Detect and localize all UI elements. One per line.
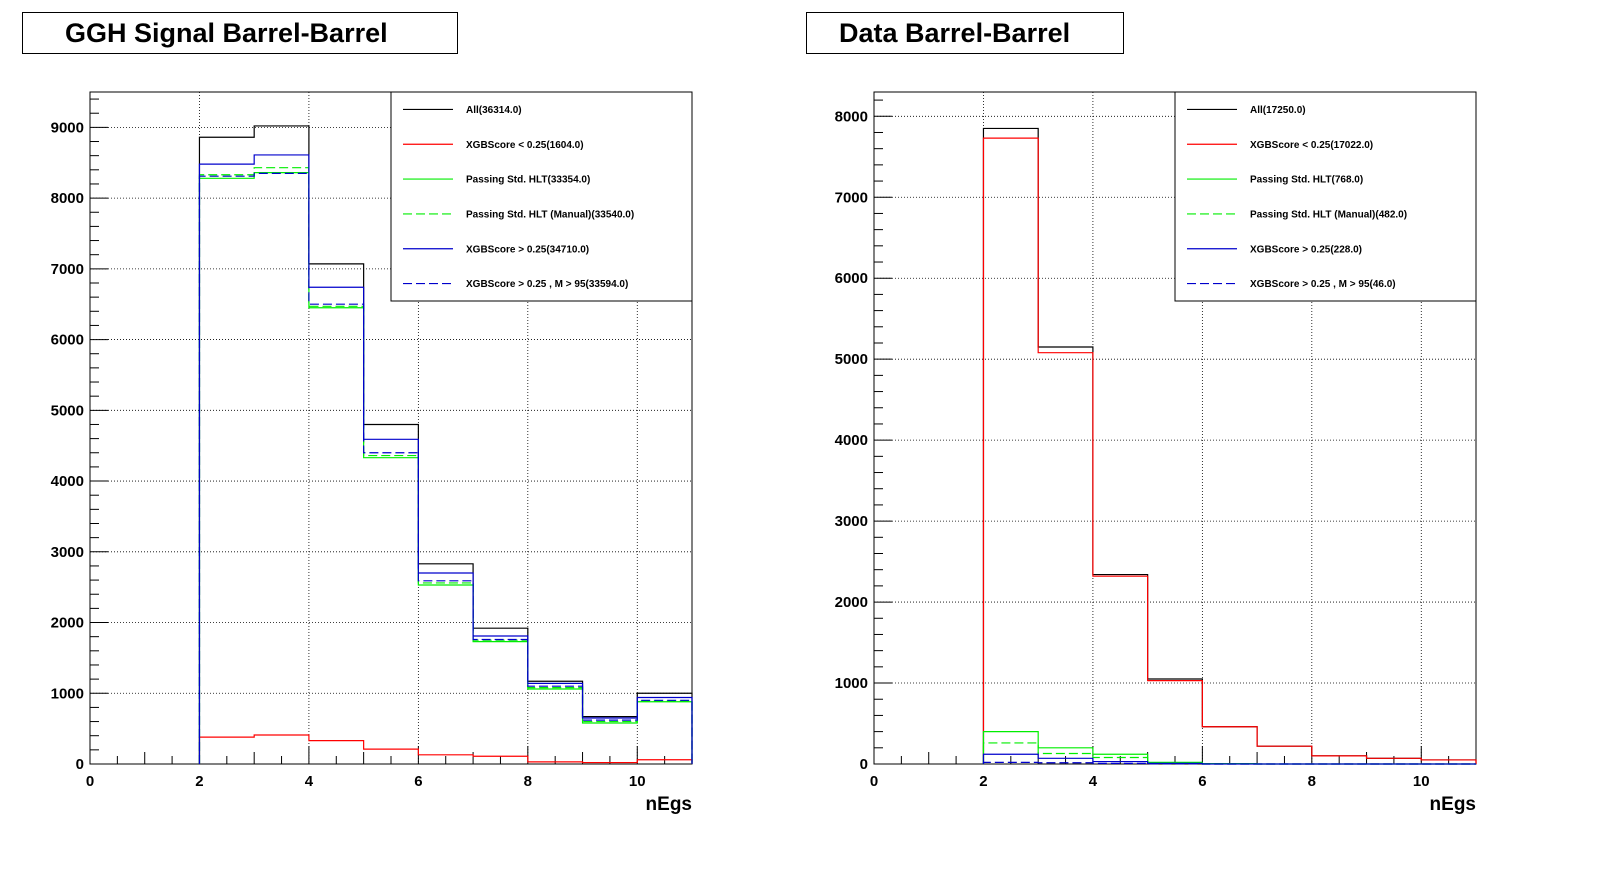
legend-label: XGBScore < 0.25(17022.0) [1250, 140, 1373, 151]
y-tick-label: 2000 [51, 615, 84, 632]
series-line-1 [982, 137, 1477, 764]
series-line-1 [198, 734, 693, 764]
series-line-2 [198, 172, 693, 764]
y-tick-label: 3000 [835, 513, 868, 530]
series-line-4 [198, 154, 693, 764]
legend-label: XGBScore < 0.25(1604.0) [466, 140, 584, 151]
y-tick-label: 9000 [51, 119, 84, 136]
series-line-3 [198, 167, 693, 764]
chart-title-data: Data Barrel-Barrel [806, 12, 1124, 54]
x-axis-title: nEgs [646, 794, 692, 815]
x-tick-label: 6 [414, 773, 422, 790]
y-tick-label: 0 [76, 756, 84, 773]
legend-label: All(36314.0) [466, 105, 522, 116]
legend-box [1174, 91, 1477, 302]
x-tick-label: 10 [629, 773, 646, 790]
legend-box [390, 91, 693, 302]
legend-label: XGBScore > 0.25 , M > 95(33594.0) [466, 279, 628, 290]
y-tick-label: 4000 [835, 432, 868, 449]
y-tick-label: 0 [860, 756, 868, 773]
legend-label: XGBScore > 0.25(228.0) [1250, 244, 1362, 255]
chart-1: 0 2 4 6 8 10 0 1000 2000 3000 4000 5000 6000 7000 8000… [835, 91, 1477, 815]
y-tick-label: 7000 [51, 261, 84, 278]
y-tick-label: 8000 [835, 108, 868, 125]
x-tick-label: 0 [86, 773, 94, 790]
y-tick-label: 6000 [835, 270, 868, 287]
x-tick-label: 8 [1308, 773, 1316, 790]
y-tick-label: 4000 [51, 473, 84, 490]
legend-label: Passing Std. HLT (Manual)(482.0) [1250, 209, 1407, 220]
series-line-5 [982, 761, 1476, 765]
legend-label: XGBScore > 0.25(34710.0) [466, 244, 589, 255]
series-line-5 [198, 172, 693, 764]
y-tick-label: 3000 [51, 544, 84, 561]
y-tick-label: 2000 [835, 594, 868, 611]
x-axis-title: nEgs [1430, 794, 1476, 815]
y-tick-label: 8000 [51, 190, 84, 207]
legend-label: Passing Std. HLT(768.0) [1250, 175, 1363, 186]
legend-label: Passing Std. HLT (Manual)(33540.0) [466, 209, 634, 220]
y-tick-label: 1000 [835, 675, 868, 692]
x-tick-label: 4 [1089, 773, 1098, 790]
y-tick-label: 5000 [51, 402, 84, 419]
series-line-0 [198, 125, 693, 764]
legend-label: Passing Std. HLT(33354.0) [466, 175, 590, 186]
chart-0: 0 2 4 6 8 10 0 1000 2000 3000 4000 5000 6000 7000 8000… [51, 91, 693, 815]
legend-label: All(17250.0) [1250, 105, 1306, 116]
y-tick-label: 6000 [51, 332, 84, 349]
x-tick-label: 2 [195, 773, 203, 790]
x-tick-label: 6 [1198, 773, 1206, 790]
x-tick-label: 2 [979, 773, 987, 790]
x-tick-label: 4 [305, 773, 314, 790]
x-tick-label: 10 [1413, 773, 1430, 790]
x-tick-label: 0 [870, 773, 878, 790]
y-tick-label: 5000 [835, 351, 868, 368]
legend-label: XGBScore > 0.25 , M > 95(46.0) [1250, 279, 1396, 290]
chart-title-ggh: GGH Signal Barrel-Barrel [22, 12, 458, 54]
y-tick-label: 7000 [835, 189, 868, 206]
x-tick-label: 8 [524, 773, 532, 790]
y-tick-label: 1000 [51, 685, 84, 702]
